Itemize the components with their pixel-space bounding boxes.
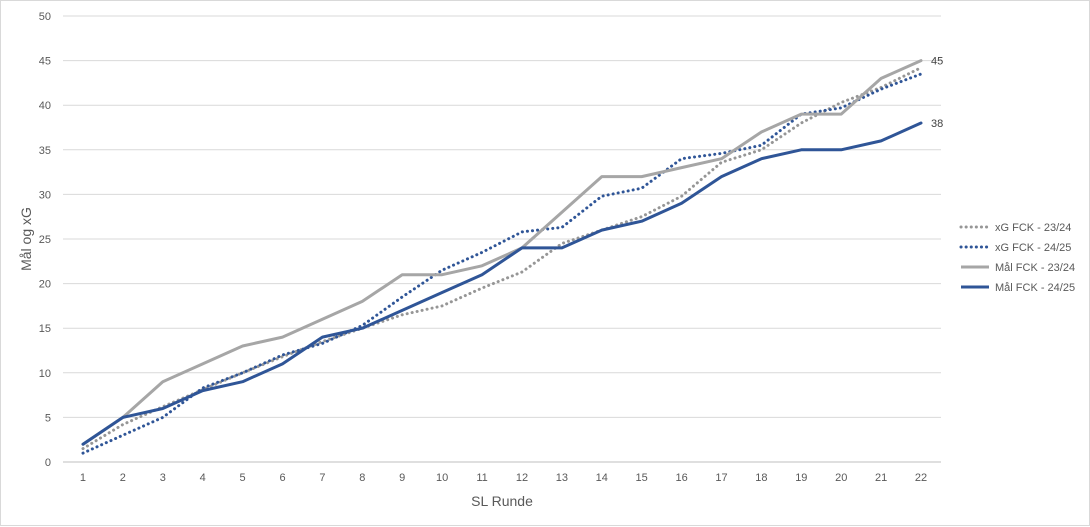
x-tick-label: 15: [636, 472, 648, 484]
legend-label: Mål FCK - 23/24: [995, 262, 1075, 274]
x-tick-label: 20: [835, 472, 847, 484]
series-line-1: [81, 72, 923, 455]
series-line-0: [81, 66, 923, 451]
legend-label: xG FCK - 24/25: [995, 242, 1071, 254]
x-tick-label: 1: [80, 472, 86, 484]
series-line-3: [81, 121, 923, 446]
y-tick-label: 0: [45, 457, 51, 469]
x-tick-label: 7: [319, 472, 325, 484]
y-tick-label: 40: [39, 100, 51, 112]
y-tick-label: 25: [39, 234, 51, 246]
y-axis-title: Mål og xG: [18, 207, 34, 271]
gridlines: [63, 15, 941, 418]
x-tick-label: 6: [279, 472, 285, 484]
legend-item: Mål FCK - 24/25: [961, 282, 1075, 294]
x-tick-label: 8: [359, 472, 365, 484]
legend-item: xG FCK - 24/25: [959, 242, 1071, 254]
y-tick-label: 10: [39, 368, 51, 380]
x-tick-label: 17: [715, 472, 727, 484]
x-tick-label: 10: [436, 472, 448, 484]
y-tick-label: 5: [45, 412, 51, 424]
y-tick-label: 45: [39, 56, 51, 68]
x-tick-label: 9: [399, 472, 405, 484]
x-tick-label: 2: [120, 472, 126, 484]
y-tick-label: 50: [39, 11, 51, 23]
legend-label: Mål FCK - 24/25: [995, 282, 1075, 294]
x-tick-label: 22: [915, 472, 927, 484]
data-label: 45: [931, 56, 943, 68]
x-tick-label: 19: [795, 472, 807, 484]
x-tick-label: 13: [556, 472, 568, 484]
legend-item: Mål FCK - 23/24: [961, 262, 1075, 274]
legend: xG FCK - 23/24 xG FCK - 24/25 Mål FCK - 23…: [959, 222, 1075, 294]
series-line-2: [81, 59, 923, 446]
x-axis-title: SL Runde: [471, 493, 533, 509]
series-lines: [81, 59, 923, 455]
legend-label: xG FCK - 23/24: [995, 222, 1071, 234]
data-labels: 45 38: [931, 56, 943, 130]
x-axis-ticks: 1 2 3 4 5 6 7 8 9 10 11 12 13 14 15 16 17 18 19 20 21 22: [80, 472, 927, 484]
y-axis-ticks: 0 5 10 15 20 25 30 35 40 45 50: [39, 11, 51, 469]
legend-item: xG FCK - 23/24: [959, 222, 1071, 234]
x-tick-label: 14: [596, 472, 608, 484]
y-tick-label: 35: [39, 145, 51, 157]
y-tick-label: 20: [39, 279, 51, 291]
x-tick-label: 4: [200, 472, 206, 484]
x-tick-label: 16: [675, 472, 687, 484]
x-tick-label: 12: [516, 472, 528, 484]
y-tick-label: 30: [39, 189, 51, 201]
x-tick-label: 21: [875, 472, 887, 484]
data-label: 38: [931, 118, 943, 130]
y-tick-label: 15: [39, 323, 51, 335]
x-tick-label: 3: [160, 472, 166, 484]
x-tick-label: 11: [476, 472, 487, 484]
x-tick-label: 5: [240, 472, 246, 484]
x-tick-label: 18: [755, 472, 767, 484]
